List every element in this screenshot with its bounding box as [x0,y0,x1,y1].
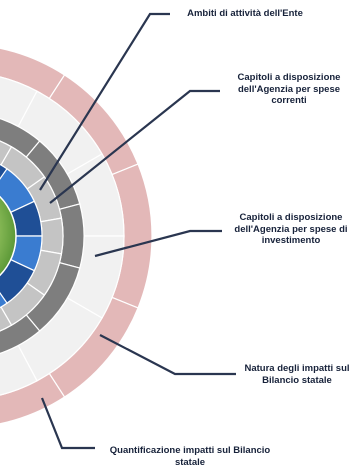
callouts-group [39,12,236,450]
callout-capitoli-investimento [94,229,222,258]
label-capitoli-correnti: Capitoli a disposizione dell'Agenzia per… [237,72,341,106]
core-image [0,195,17,277]
rings-group [0,47,153,425]
callout-natura [99,334,236,376]
label-natura: Natura degli impatti sul Bilancio statal… [244,363,350,386]
label-ambiti: Ambiti di attività dell'Ente [187,8,303,19]
ring-capitoli-correnti-segment [0,306,13,332]
ring-ambiti-segment [0,292,8,309]
callout-quantificazione [40,397,95,450]
ring-ambiti-segment [0,163,8,180]
ring-capitoli-correnti-segment [40,217,64,255]
callout-ambiti [39,12,170,191]
label-capitoli-investimento: Capitoli a disposizione dell'Agenzia per… [234,212,348,246]
callout-capitoli-correnti [49,89,220,204]
label-quantificazione: Quantificazione impatti sul Bilancio sta… [109,445,271,468]
